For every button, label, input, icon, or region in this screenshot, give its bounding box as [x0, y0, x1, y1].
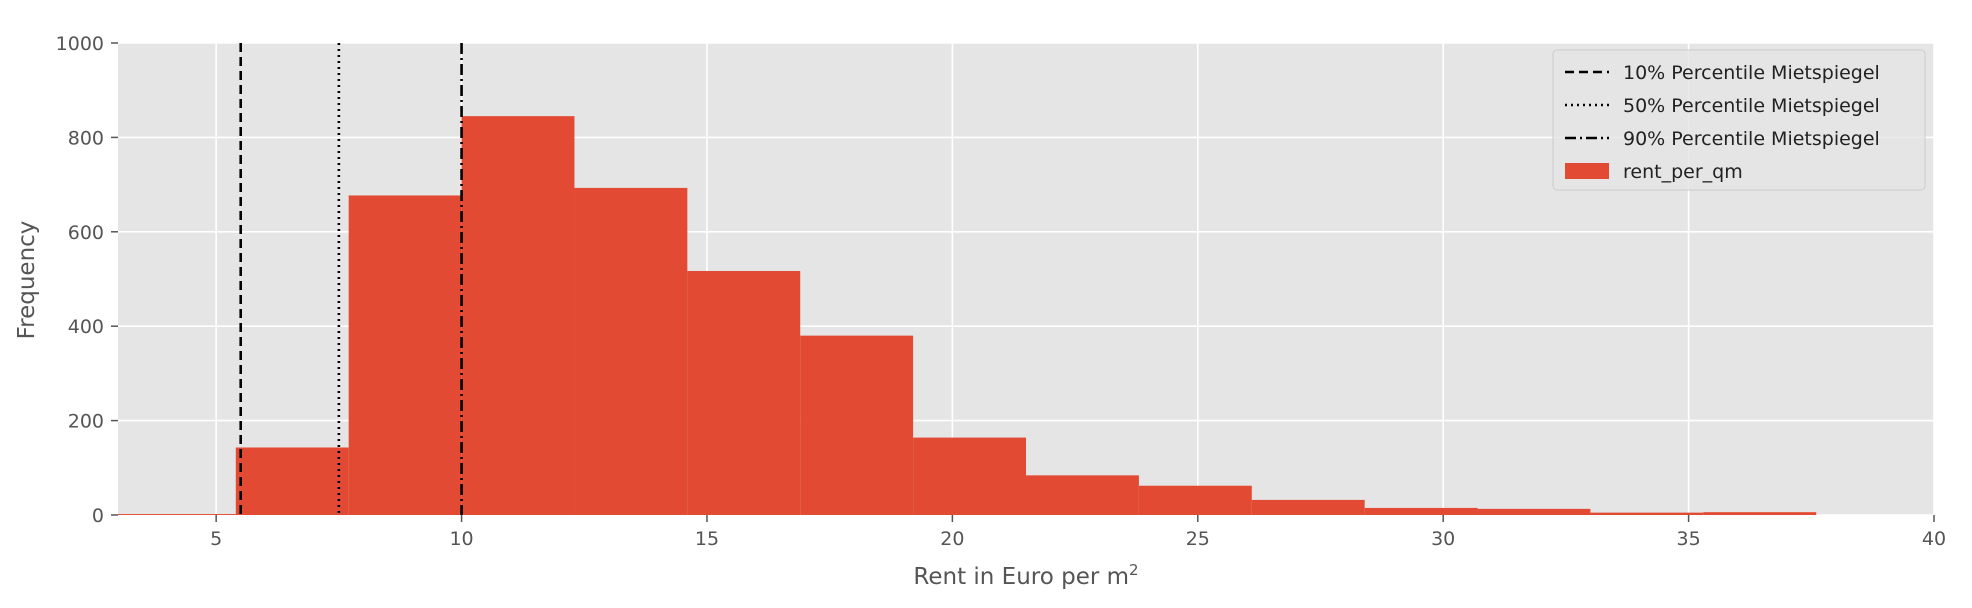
histogram-bar: [913, 437, 1026, 515]
x-axis-title-main: Rent in Euro per m: [913, 564, 1129, 590]
histogram-bar: [348, 195, 462, 515]
x-axis-title-superscript: 2: [1129, 561, 1139, 579]
x-tick-label: 35: [1677, 528, 1701, 550]
y-tick-label: 0: [92, 505, 104, 527]
x-tick-label: 20: [940, 528, 964, 550]
histogram-bars: [118, 116, 1817, 516]
y-tick-label: 200: [68, 411, 104, 433]
histogram-bar: [1590, 512, 1704, 515]
y-tick-label: 1000: [56, 33, 104, 55]
x-tick-label: 5: [210, 528, 222, 550]
histogram-bar: [235, 447, 349, 515]
legend-label: 10% Percentile Mietspiegel: [1623, 62, 1880, 84]
y-tick-label: 600: [68, 222, 104, 244]
percentile-lines: [239, 43, 463, 515]
histogram-bar: [1251, 499, 1365, 515]
histogram-bar: [1364, 507, 1478, 515]
legend-label: rent_per_qm: [1623, 161, 1743, 183]
x-tick-label: 15: [695, 528, 719, 550]
x-axis-title: Rent in Euro per m2: [913, 561, 1138, 590]
histogram-bar: [800, 335, 914, 515]
x-tick-label: 25: [1186, 528, 1210, 550]
histogram-bar: [574, 187, 688, 516]
histogram-bar: [1703, 512, 1817, 515]
histogram-bar: [1026, 475, 1139, 515]
legend-label: 90% Percentile Mietspiegel: [1623, 128, 1880, 150]
x-tick-label: 40: [1922, 528, 1946, 550]
y-tick-label: 800: [68, 127, 104, 149]
x-tick-label: 10: [449, 528, 473, 550]
histogram-bar: [1477, 508, 1591, 515]
legend-bar-swatch: [1565, 163, 1609, 179]
histogram-bar: [118, 514, 236, 515]
histogram-bar: [461, 116, 575, 515]
x-tick-label: 30: [1431, 528, 1455, 550]
legend: 10% Percentile Mietspiegel 50% Percentile…: [1552, 49, 1926, 191]
legend-label: 50% Percentile Mietspiegel: [1623, 95, 1880, 117]
histogram-bar: [687, 270, 801, 515]
y-axis-title: Frequency: [14, 221, 40, 340]
legend-box: [1552, 49, 1926, 191]
y-tick-label: 400: [68, 316, 104, 338]
histogram-bar: [1138, 485, 1252, 515]
